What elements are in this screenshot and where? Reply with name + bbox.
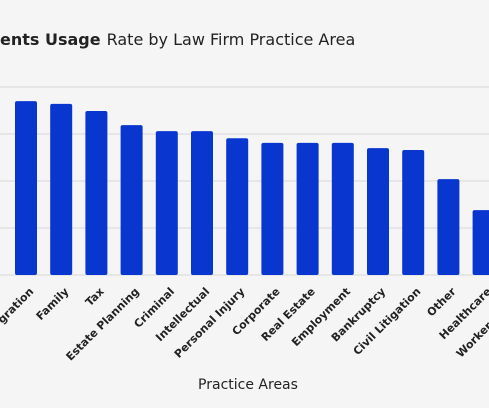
- bar: [296, 142, 319, 275]
- chart-title-rest: Rate by Law Firm Practice Area: [107, 30, 356, 49]
- bar: [15, 101, 37, 275]
- bar: [85, 110, 108, 275]
- bar: [437, 179, 460, 275]
- bar: [367, 148, 389, 275]
- bar: [472, 210, 489, 275]
- bar: [155, 131, 178, 275]
- bar: [50, 103, 73, 275]
- bar: [226, 138, 249, 275]
- bar: [191, 131, 213, 275]
- bar: [120, 125, 143, 275]
- chart-title-bold: ents Usage: [0, 30, 101, 49]
- bar: [261, 142, 284, 275]
- bar: [331, 142, 354, 275]
- chart-title: ents Usage Rate by Law Firm Practice Area: [0, 30, 355, 49]
- x-axis-title: Practice Areas: [198, 377, 298, 393]
- bar: [402, 149, 425, 275]
